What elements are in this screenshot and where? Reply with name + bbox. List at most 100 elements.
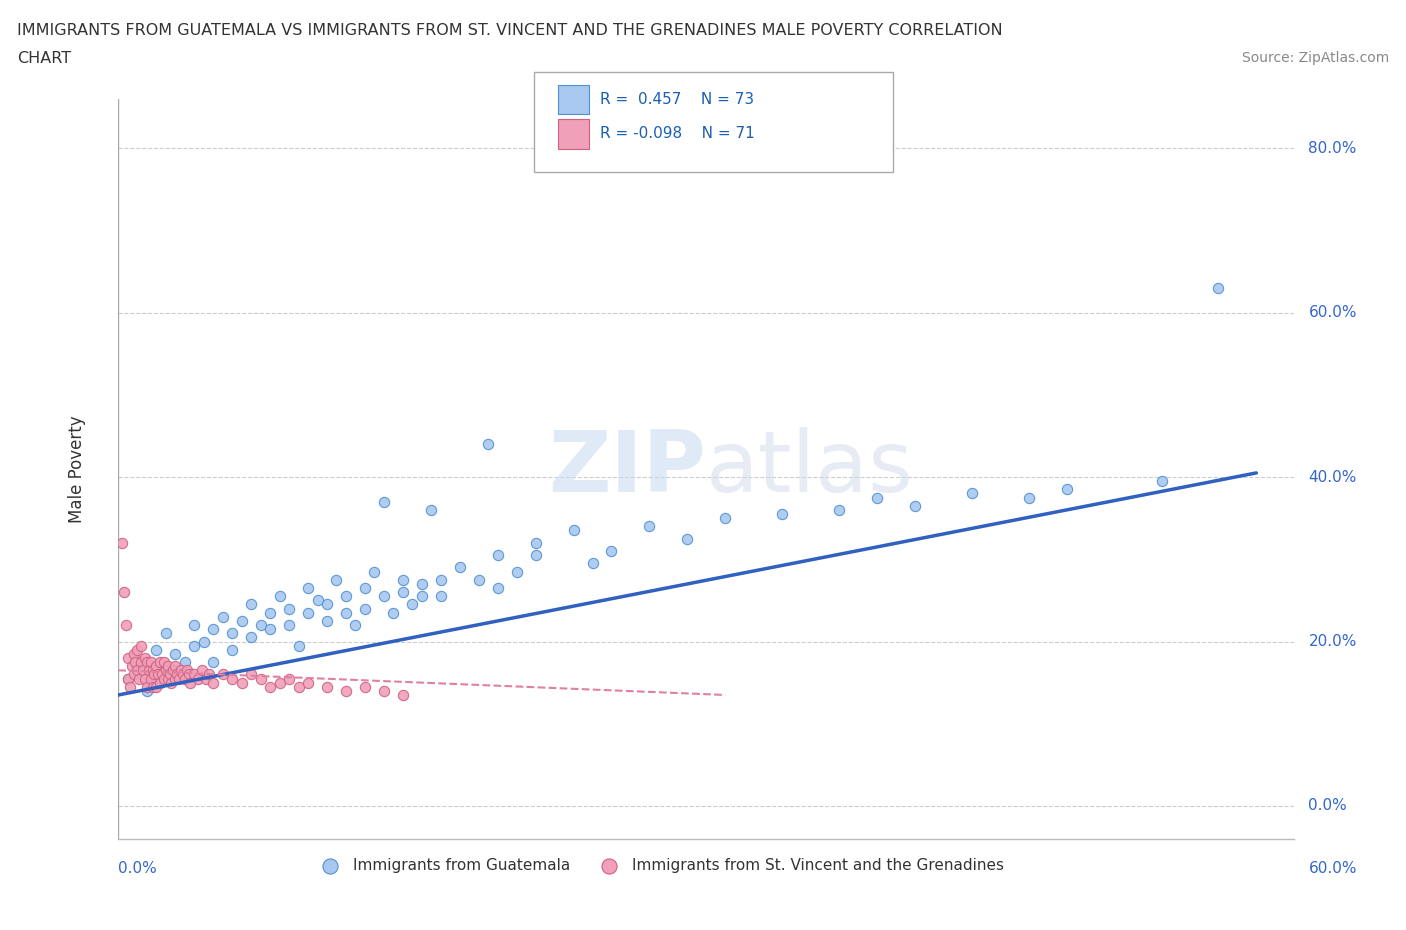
Text: atlas: atlas [706,427,914,511]
Point [505,565,527,579]
Point [240,597,263,612]
Point [148,667,170,682]
Point [904,498,927,513]
Point [430,589,453,604]
Point [159,667,181,682]
Text: CHART: CHART [17,51,70,66]
Point [486,548,509,563]
Point [297,605,319,620]
Point [240,667,263,682]
Point [150,667,173,682]
Point [335,684,357,698]
Text: 60.0%: 60.0% [1309,861,1357,876]
Point [153,671,176,686]
Point [173,655,195,670]
Point [183,638,205,653]
Point [134,650,156,665]
Point [117,671,139,686]
Point [149,655,172,670]
Point [115,618,138,632]
Point [335,589,357,604]
Point [392,572,415,587]
Point [198,667,221,682]
Point [118,679,141,694]
Point [676,531,699,546]
Point [202,655,225,670]
Point [134,671,156,686]
Point [449,560,471,575]
Point [202,675,225,690]
Point [165,671,187,686]
Text: IMMIGRANTS FROM GUATEMALA VS IMMIGRANTS FROM ST. VINCENT AND THE GRENADINES MALE: IMMIGRANTS FROM GUATEMALA VS IMMIGRANTS … [17,23,1002,38]
Point [145,643,167,658]
Point [176,663,198,678]
Point [165,658,187,673]
Point [135,655,157,670]
Point [183,618,205,632]
Point [156,671,179,686]
Point [122,646,145,661]
Point [420,502,443,517]
Text: 20.0%: 20.0% [1309,634,1357,649]
Point [524,548,547,563]
Point [278,601,301,616]
Point [249,618,271,632]
Point [145,658,167,673]
Point [165,663,187,678]
Text: R = -0.098    N = 71: R = -0.098 N = 71 [600,126,755,141]
Point [354,601,377,616]
Point [287,638,309,653]
Point [828,502,851,517]
Point [477,437,499,452]
Point [316,597,339,612]
Point [139,671,162,686]
Point [401,597,423,612]
Point [344,618,367,632]
Point [382,605,405,620]
Point [149,675,172,690]
Point [194,671,217,686]
Point [600,544,623,559]
Point [139,655,162,670]
Text: Source: ZipAtlas.com: Source: ZipAtlas.com [1241,51,1389,65]
Point [278,671,301,686]
Point [269,589,291,604]
Point [127,663,149,678]
Point [124,655,146,670]
Point [132,663,155,678]
Point [145,671,167,686]
Legend: Immigrants from Guatemala, Immigrants from St. Vincent and the Grenadines: Immigrants from Guatemala, Immigrants fr… [309,852,1010,880]
Point [297,675,319,690]
Point [1208,281,1230,296]
Point [221,626,243,641]
Point [259,622,281,637]
Point [411,577,433,591]
Point [160,675,183,690]
Point [316,614,339,629]
Point [187,671,209,686]
Point [486,580,509,595]
Point [259,605,281,620]
Point [231,675,253,690]
Point [316,679,339,694]
Point [325,572,347,587]
Point [562,523,585,538]
Point [155,663,177,678]
Point [145,679,167,694]
Text: 40.0%: 40.0% [1309,470,1357,485]
Point [191,663,214,678]
Point [373,494,395,509]
Point [211,667,233,682]
Point [135,679,157,694]
Point [166,667,188,682]
Point [392,687,415,702]
Point [129,638,152,653]
Point [156,658,179,673]
Point [112,585,135,600]
Point [307,593,329,608]
Point [1150,473,1173,488]
Point [179,675,201,690]
Point [363,565,385,579]
Point [524,536,547,551]
Point [172,667,194,682]
